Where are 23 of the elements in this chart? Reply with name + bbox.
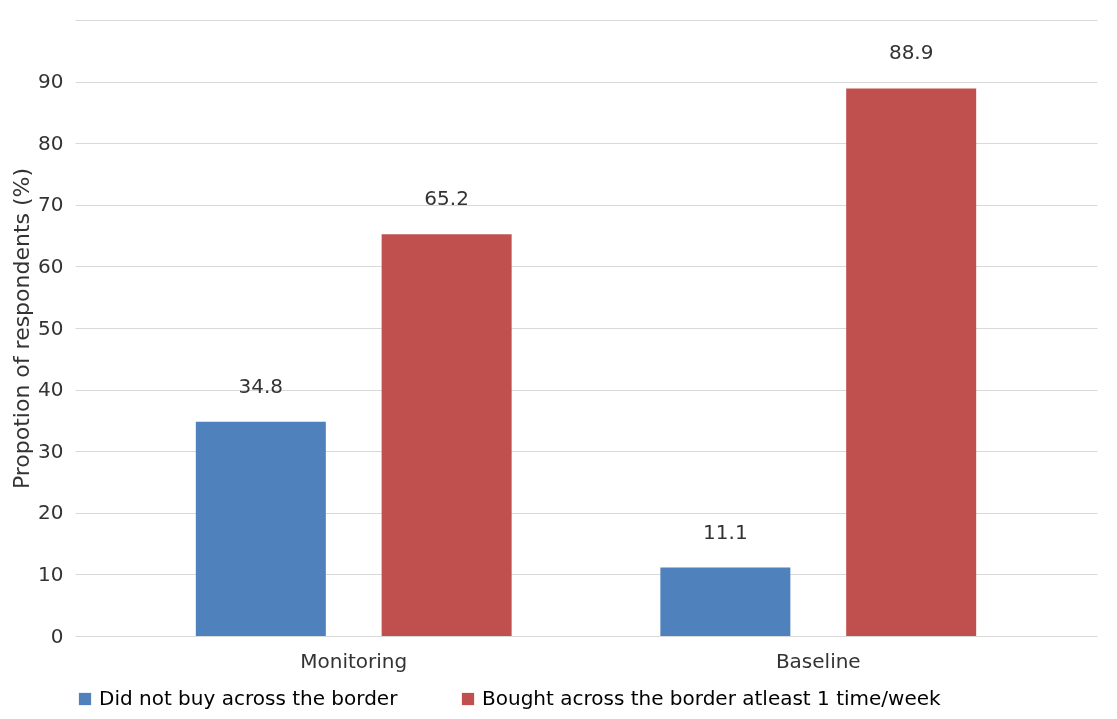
- y-tick-label: 90: [38, 69, 64, 94]
- y-tick-label: 10: [38, 561, 64, 586]
- legend-label: Did not buy across the border: [99, 686, 399, 710]
- y-tick-label: 30: [38, 438, 64, 463]
- y-tick-label: 40: [38, 377, 64, 402]
- bar: [846, 88, 977, 636]
- x-tick-label: Monitoring: [300, 648, 408, 673]
- y-tick-label: 60: [38, 253, 64, 278]
- x-tick-label: Baseline: [775, 648, 861, 673]
- y-tick-label: 20: [38, 500, 64, 525]
- data-label: 11.1: [703, 519, 748, 544]
- bar: [381, 234, 512, 636]
- y-tick-label: 70: [38, 192, 64, 217]
- y-tick-label: 50: [38, 315, 64, 340]
- bar: [195, 421, 326, 636]
- data-label: 65.2: [424, 186, 469, 211]
- data-label: 34.8: [238, 373, 284, 398]
- legend-label: Bought across the border atleast 1 time/week: [482, 686, 942, 710]
- bar: [660, 567, 791, 636]
- y-axis-title: Propotion of respondents (%): [9, 167, 35, 490]
- y-tick-label: 80: [38, 130, 64, 155]
- y-tick-label: 0: [50, 623, 64, 648]
- data-label: 88.9: [888, 40, 934, 65]
